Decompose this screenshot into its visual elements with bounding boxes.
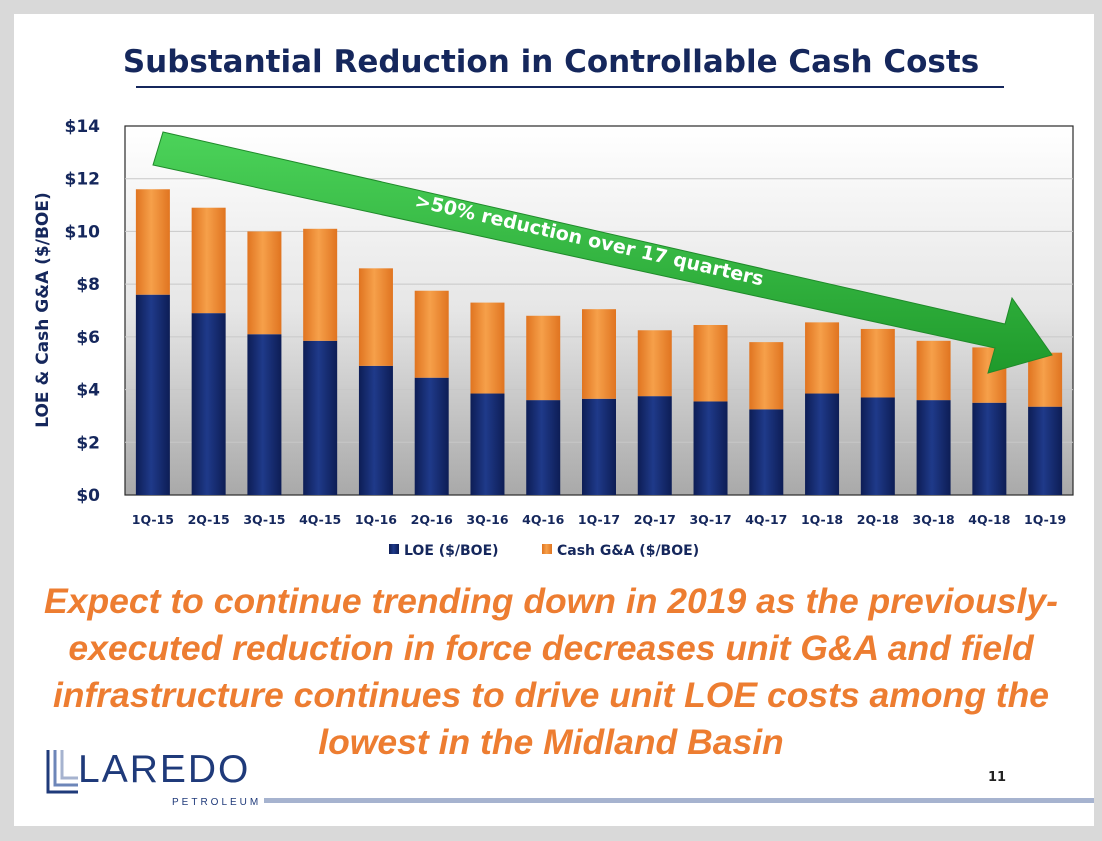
bar-cash-ga [247, 231, 282, 335]
bar-cash-ga [637, 330, 672, 397]
bar-cash-ga [749, 342, 784, 410]
x-tick-label: 3Q-17 [689, 512, 731, 527]
bar-cash-ga [191, 207, 226, 314]
bar-loe [1028, 406, 1063, 495]
y-tick-label: $4 [76, 381, 100, 401]
bar-loe [693, 401, 728, 495]
bar-cash-ga [916, 340, 951, 401]
x-tick-label: 4Q-15 [299, 512, 341, 527]
y-tick-label: $2 [76, 433, 100, 453]
bar-cash-ga [860, 328, 895, 398]
legend: LOE ($/BOE) Cash G&A ($/BOE) [389, 543, 699, 559]
y-axis-label: LOE & Cash G&A ($/BOE) [33, 192, 53, 428]
bar-loe [582, 398, 616, 495]
caption: Expect to continue trending down in 2019… [40, 578, 1062, 766]
x-tick-label: 2Q-15 [188, 512, 230, 527]
caption-line-1: Expect to continue trending down in 2019… [44, 581, 1058, 621]
x-tick-label: 1Q-19 [1024, 512, 1066, 527]
legend-label-loe: LOE ($/BOE) [404, 543, 499, 559]
x-tick-label: 2Q-16 [411, 512, 453, 527]
bar-loe [860, 397, 895, 495]
bar-loe [526, 400, 561, 495]
bar-loe [414, 377, 449, 495]
bar-loe [916, 400, 951, 495]
laredo-logo-mark-icon [46, 750, 78, 794]
y-tick-label: $8 [76, 275, 100, 295]
bar-loe [972, 402, 1007, 495]
bar-loe [303, 340, 338, 495]
logo-wordmark: LAREDO [78, 748, 251, 791]
y-tick-label: $14 [65, 117, 101, 137]
x-tick-label: 2Q-18 [857, 512, 899, 527]
bar-cash-ga [693, 324, 728, 402]
x-tick-label: 1Q-15 [132, 512, 174, 527]
page-number: 11 [988, 770, 1007, 785]
legend-swatch-loe [389, 544, 399, 554]
x-axis-ticks: 1Q-15 2Q-15 3Q-15 4Q-15 1Q-16 2Q-16 3Q-16 4Q-16… [132, 512, 1066, 527]
title-underline [136, 86, 1004, 88]
caption-line-4: lowest in the Midland Basin [318, 722, 784, 762]
x-tick-label: 1Q-16 [355, 512, 397, 527]
x-tick-label: 1Q-18 [801, 512, 843, 527]
y-tick-label: $6 [76, 328, 100, 348]
bar-cash-ga [303, 228, 338, 341]
x-tick-label: 3Q-18 [913, 512, 955, 527]
bar-loe [470, 393, 505, 495]
caption-line-3: infrastructure continues to drive unit L… [52, 675, 1050, 715]
bar-loe [749, 409, 784, 495]
bar-loe [358, 365, 393, 495]
bar-loe [805, 393, 840, 495]
x-tick-label: 1Q-17 [578, 512, 620, 527]
x-tick-label: 2Q-17 [634, 512, 676, 527]
y-axis-ticks: $0 $2 $4 $6 $8 $10 $12 $14 [65, 117, 101, 506]
x-tick-label: 4Q-16 [522, 512, 564, 527]
x-tick-label: 4Q-17 [745, 512, 787, 527]
y-tick-label: $10 [65, 222, 101, 242]
bar-cash-ga [414, 290, 449, 378]
x-tick-label: 4Q-18 [968, 512, 1010, 527]
x-tick-label: 3Q-16 [466, 512, 508, 527]
x-tick-label: 3Q-15 [243, 512, 285, 527]
y-tick-label: $12 [65, 170, 101, 190]
logo-subtitle: PETROLEUM [172, 797, 262, 808]
bar-cash-ga [135, 189, 170, 295]
bar-cash-ga [470, 302, 505, 394]
bar-cash-ga [582, 309, 616, 399]
bars [135, 189, 1063, 495]
bar-cash-ga [358, 268, 393, 366]
y-tick-label: $0 [76, 486, 100, 506]
bar-loe [135, 294, 170, 495]
bar-loe [637, 396, 672, 495]
bar-cash-ga [1028, 352, 1063, 407]
slide-title: Substantial Reduction in Controllable Ca… [122, 44, 980, 80]
bar-loe [191, 313, 226, 495]
bar-cash-ga [805, 322, 840, 394]
caption-line-2: executed reduction in force decreases un… [68, 628, 1034, 668]
footer-rule [264, 798, 1094, 803]
legend-label-ga: Cash G&A ($/BOE) [557, 543, 699, 559]
legend-swatch-ga [542, 544, 552, 554]
bar-cash-ga [526, 315, 561, 401]
bar-loe [247, 334, 282, 495]
